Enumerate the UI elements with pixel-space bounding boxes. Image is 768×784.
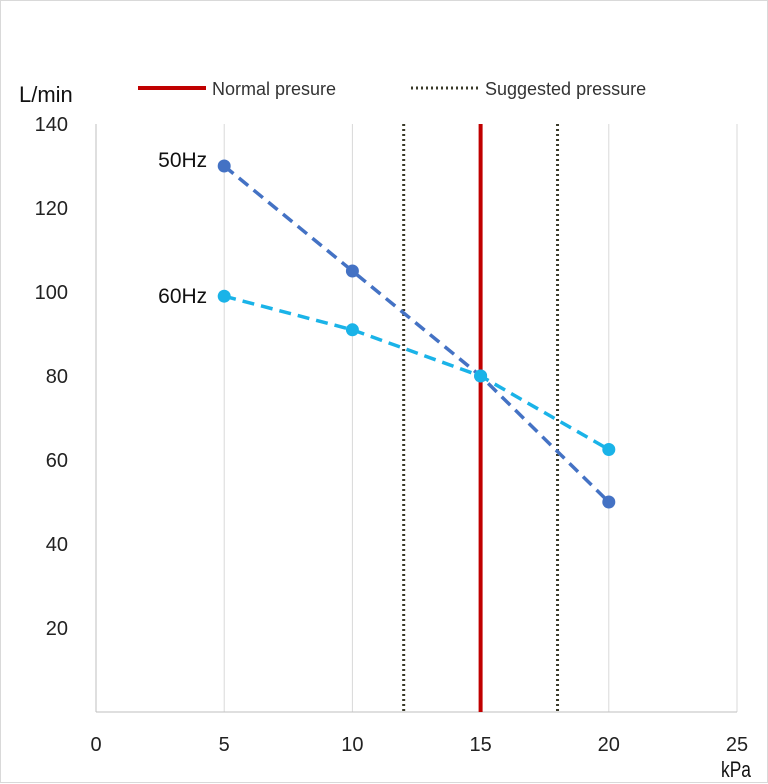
series-group: 50Hz 60Hz — [158, 149, 616, 509]
series-line-60Hz — [223, 294, 610, 452]
y-axis-label: L/min — [19, 82, 73, 107]
data-point-60Hz — [602, 443, 616, 456]
y-tick-label: 60 — [46, 450, 68, 472]
y-tick-label: 80 — [46, 366, 68, 388]
x-tick-label: 0 — [90, 734, 101, 756]
legend-label: Normal presure — [212, 79, 336, 99]
x-tick-label: 10 — [341, 734, 363, 756]
y-tick-label: 120 — [35, 198, 68, 220]
series-label: 60Hz — [158, 285, 207, 308]
data-point-60Hz — [345, 323, 359, 337]
data-point-50Hz — [217, 159, 231, 173]
y-tick-label: 100 — [35, 282, 68, 304]
reference-lines — [402, 124, 560, 712]
data-point-50Hz — [345, 264, 359, 278]
x-tick-label: 5 — [219, 734, 230, 756]
legend-label: Suggested pressure — [485, 79, 646, 99]
x-tick-label: 25 — [726, 734, 748, 756]
data-point-60Hz — [217, 289, 231, 303]
y-tick-label: 40 — [46, 534, 68, 556]
data-point-50Hz — [602, 495, 616, 509]
y-tick-label: 20 — [46, 618, 68, 640]
series-line-50Hz — [223, 164, 611, 504]
tick-labels: 0 5 10 15 20 25 20 40 60 80 100 120 140 L/min kPa — [19, 82, 752, 782]
gridlines — [95, 124, 738, 712]
x-tick-label: 20 — [598, 734, 620, 756]
x-axis-label: kPa — [721, 757, 752, 782]
axes — [95, 124, 737, 713]
x-tick-label: 15 — [469, 734, 491, 756]
data-point-60Hz — [474, 369, 488, 383]
series-label: 50Hz — [158, 149, 207, 172]
legend: Normal presure Suggested pressure — [138, 79, 646, 99]
y-tick-label: 140 — [35, 114, 68, 136]
